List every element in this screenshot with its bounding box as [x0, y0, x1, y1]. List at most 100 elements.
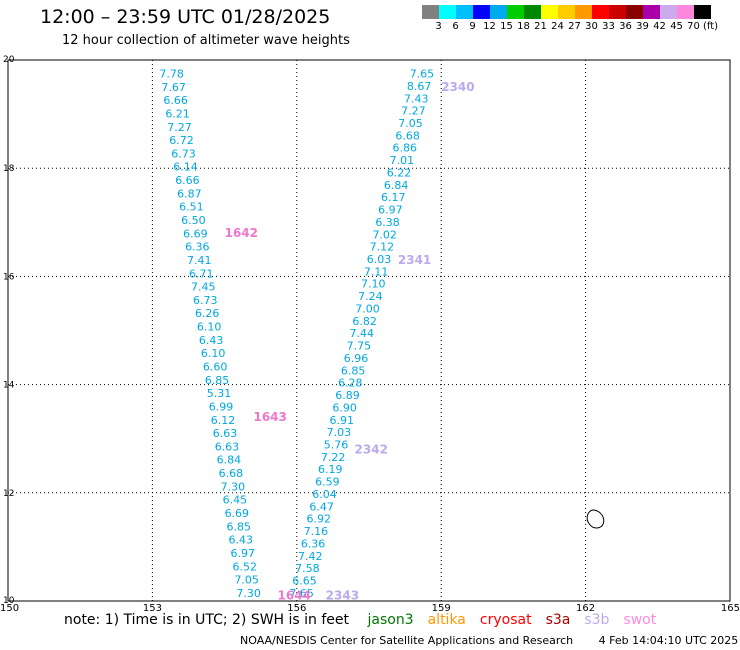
wave-height-value: 6.69: [225, 507, 250, 520]
wave-height-value: 7.30: [236, 587, 261, 600]
wave-height-value: 7.67: [161, 81, 186, 94]
grid-lines: [8, 60, 730, 601]
wave-height-value: 6.73: [171, 147, 196, 160]
mission-swot: swot: [623, 612, 657, 628]
note-text: note: 1) Time is in UTC; 2) SWH is in fe…: [64, 612, 350, 628]
wave-height-value: 6.60: [203, 360, 228, 373]
pass-label: 2343: [326, 589, 359, 603]
x-tick-label: 153: [143, 603, 162, 614]
wave-height-value: 6.10: [201, 347, 226, 360]
pass-label: 2340: [441, 80, 474, 94]
mission-altika: altika: [427, 612, 466, 628]
page-subtitle: 12 hour collection of altimeter wave hei…: [62, 33, 350, 48]
x-tick-label: 150: [0, 603, 19, 614]
wave-height-value: 6.85: [205, 374, 230, 387]
wave-height-value: 7.12: [370, 241, 395, 254]
axis-tick-labels: 150 153 156 159 162 165 10 12 14 16 18 20: [0, 55, 740, 614]
legend-label: 33: [602, 21, 615, 32]
legend-label: 39: [636, 21, 649, 32]
color-legend: 3 6 9 12 15 18 21 24 27 30 33 36 39 42 45 70 (ft): [422, 5, 718, 33]
wave-height-value: 6.36: [301, 537, 326, 550]
wave-height-value: 7.27: [401, 105, 426, 118]
wave-height-value: 7.75: [347, 340, 372, 353]
legend-label: 18: [517, 21, 530, 32]
pass-label: 2342: [355, 443, 388, 457]
land-outline: [586, 509, 605, 529]
wave-height-value: 6.85: [341, 364, 366, 377]
wave-height-value: 6.45: [223, 494, 248, 507]
x-tick-label: 159: [432, 603, 451, 614]
wave-height-value: 6.97: [230, 547, 255, 560]
mission-cryosat: cryosat: [479, 612, 532, 628]
pass-label: 1644: [278, 589, 311, 603]
y-tick-label: 14: [3, 381, 15, 391]
legend-swatch: [439, 5, 456, 19]
wave-height-value: 6.43: [229, 534, 254, 547]
wave-height-value: 6.12: [211, 414, 236, 427]
wave-height-value: 6.59: [315, 476, 340, 489]
legend-swatch: [490, 5, 507, 19]
wave-height-value: 6.26: [195, 307, 220, 320]
x-tick-label: 165: [721, 603, 740, 614]
wave-height-value: 6.68: [219, 467, 244, 480]
legend-labels: 3 6 9 12 15 18 21 24 27 30 33 36 39 42 45 70 (ft): [422, 21, 718, 33]
wave-height-value: 6.63: [215, 440, 240, 453]
wave-height-value: 7.42: [298, 550, 323, 563]
wave-height-value: 7.65: [289, 587, 314, 600]
y-tick-label: 10: [3, 596, 15, 606]
wave-height-value: 7.05: [234, 574, 259, 587]
legend-swatch: [507, 5, 524, 19]
wave-height-value: 6.50: [181, 214, 206, 227]
wave-height-value: 6.65: [292, 575, 317, 588]
legend-label: 6: [452, 21, 459, 32]
legend-label: 27: [568, 21, 581, 32]
mission-s3a: s3a: [545, 612, 571, 628]
legend-label: 21: [534, 21, 547, 32]
legend-swatch: [524, 5, 541, 19]
footer-center: NOAA/NESDIS Center for Satellite Applica…: [240, 634, 574, 647]
legend-swatch: [558, 5, 575, 19]
x-tick-label: 156: [287, 603, 306, 614]
wave-height-value: 7.44: [350, 327, 375, 340]
wave-height-value: 6.87: [177, 187, 202, 200]
legend-swatch: [660, 5, 677, 19]
wave-height-value: 6.28: [338, 377, 363, 390]
legend-swatch: [456, 5, 473, 19]
wave-height-value: 6.36: [185, 241, 210, 254]
wave-height-value: 5.76: [324, 438, 349, 451]
legend-label: 3: [435, 21, 442, 32]
wave-height-value: 6.63: [213, 427, 238, 440]
pass-label: 1642: [225, 226, 258, 240]
mission-jason3: jason3: [367, 612, 414, 628]
wave-height-value: 6.22: [387, 166, 412, 179]
wave-height-value: 6.99: [209, 400, 234, 413]
wave-height-value: 7.05: [398, 117, 423, 130]
wave-height-value: 6.47: [309, 500, 334, 513]
wave-height-value: 6.66: [175, 174, 200, 187]
footer: NOAA/NESDIS Center for Satellite Applica…: [240, 634, 740, 647]
wave-height-value: 6.38: [375, 216, 400, 229]
y-tick-label: 12: [3, 489, 14, 499]
wave-height-value: 6.52: [232, 560, 257, 573]
footer-timestamp: 4 Feb 14:04:10 UTC 2025: [598, 634, 739, 647]
x-tick-label: 162: [576, 603, 595, 614]
mission-s3b: s3b: [584, 612, 610, 628]
wave-height-value: 6.73: [193, 294, 218, 307]
wave-height-value: 6.21: [165, 107, 190, 120]
wave-height-value: 6.03: [367, 253, 392, 266]
wave-height-value: 6.10: [197, 321, 222, 334]
wave-height-value: 7.10: [361, 278, 386, 291]
wave-height-value: 6.14: [173, 161, 198, 174]
note-bar: note: 1) Time is in UTC; 2) SWH is in fe…: [64, 612, 684, 628]
legend-swatch: [609, 5, 626, 19]
pass-label: 1643: [253, 410, 286, 424]
wave-height-value: 7.22: [321, 451, 346, 464]
legend-swatch: [592, 5, 609, 19]
legend-label: 9: [469, 21, 476, 32]
wave-height-value: 6.91: [329, 414, 354, 427]
legend-label: 24: [551, 21, 564, 32]
legend-swatch: [677, 5, 694, 19]
legend-label: 12: [483, 21, 496, 32]
legend-label: 15: [500, 21, 513, 32]
wave-height-value: 6.97: [378, 204, 403, 217]
